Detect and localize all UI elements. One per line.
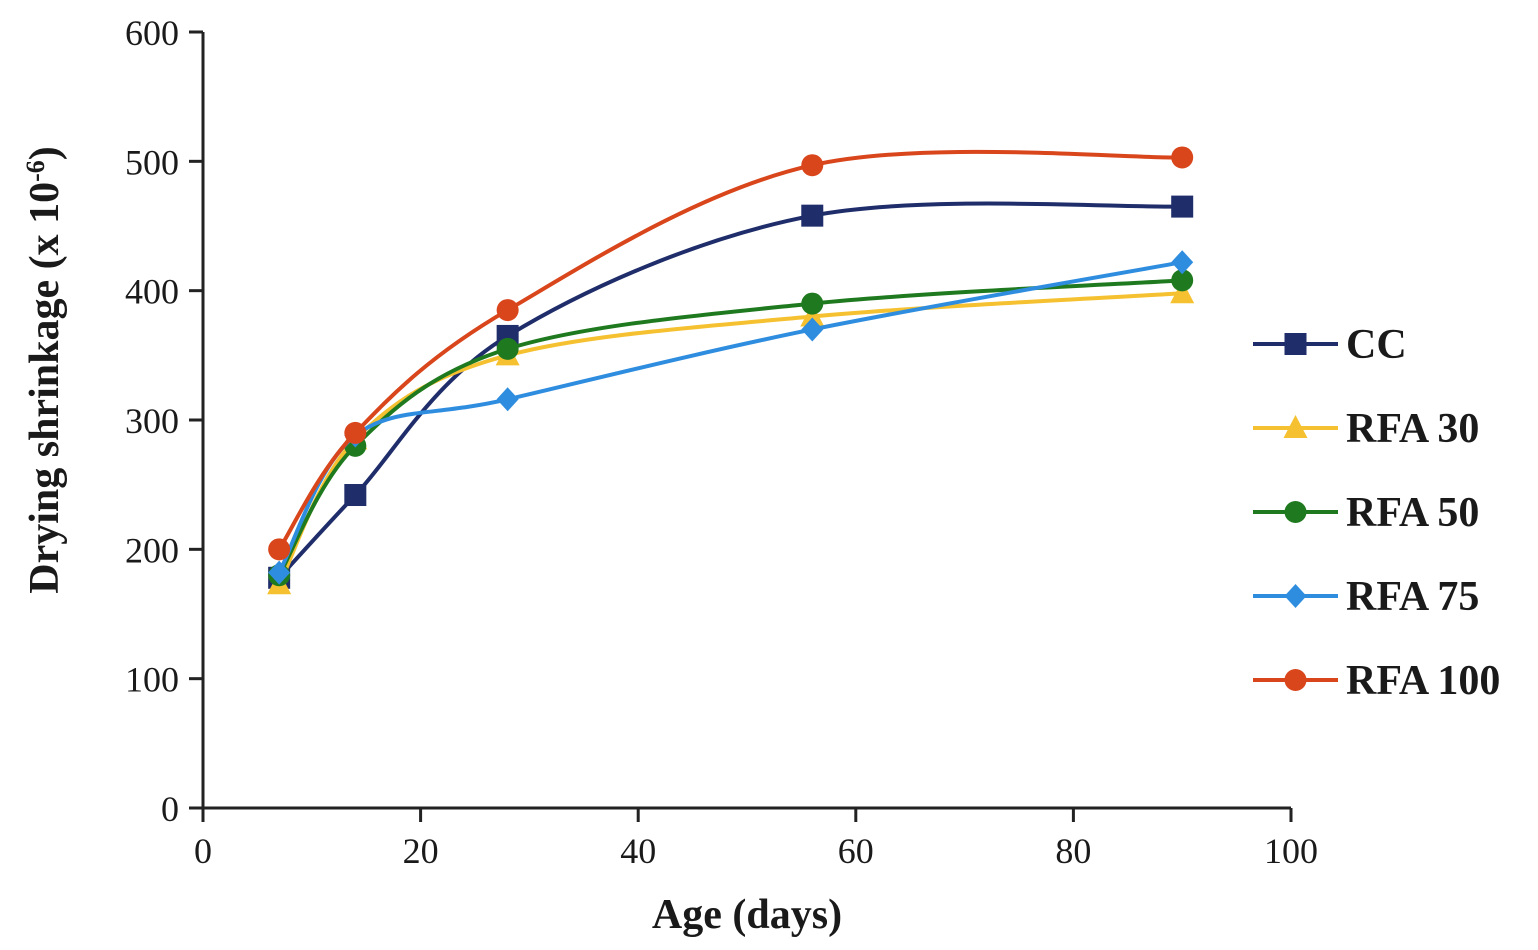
legend-item-rfa-50: RFA 50 [1253,490,1479,536]
legend-item-cc: CC [1253,322,1407,368]
y-tick-label: 300 [125,401,179,441]
data-point-rfa-50 [496,337,519,360]
data-point-rfa-75 [801,317,824,342]
series-line-rfa-50 [277,278,1185,578]
y-tick-label: 500 [125,142,179,182]
series-line-rfa-100 [277,149,1185,552]
data-point-cc [1171,195,1194,218]
x-tick-label: 20 [403,831,439,871]
legend-item-rfa-75: RFA 75 [1253,574,1479,620]
x-tick-label: 40 [620,831,656,871]
x-tick-label: 80 [1055,831,1091,871]
data-point-rfa-50 [801,292,824,315]
data-point-rfa-100 [1171,146,1194,169]
data-point-rfa-100 [496,299,519,322]
legend-marker-rfa-50 [1284,501,1307,523]
data-point-rfa-100 [268,538,291,561]
x-axis-title: Age (days) [652,892,842,938]
data-point-rfa-50 [1171,269,1194,292]
series-line-rfa-75 [277,260,1185,575]
series-rfa-30 [267,280,1195,595]
data-point-rfa-75 [1171,250,1194,275]
legend-item-rfa-100: RFA 100 [1253,658,1500,704]
legend-item-rfa-30: RFA 30 [1253,406,1479,452]
legend-label-cc: CC [1346,322,1407,368]
legend-marker-cc [1284,333,1307,355]
legend-marker-rfa-100 [1284,669,1307,691]
y-tick-label: 400 [125,272,179,312]
series-rfa-100 [268,146,1194,561]
x-tick-label: 100 [1264,831,1318,871]
data-point-rfa-30 [800,303,825,327]
data-point-rfa-100 [344,421,367,444]
data-point-rfa-75 [496,387,519,412]
y-tick-label: 600 [125,13,179,53]
data-point-rfa-75 [268,560,291,585]
y-tick-label: 100 [125,660,179,700]
y-tick-label: 200 [125,530,179,570]
legend-label-rfa-30: RFA 30 [1346,406,1479,452]
legend-label-rfa-100: RFA 100 [1346,658,1500,704]
y-axis-title-main: Drying shrinkage (x 10 [22,182,68,594]
legend-label-rfa-50: RFA 50 [1346,490,1479,536]
y-axis-title-superscript: -6 [21,160,50,182]
data-point-rfa-30 [1170,280,1195,304]
legend: CC RFA 30 RFA 50 RFA 75 RFA 100 [1253,322,1500,704]
series-group [267,146,1195,595]
data-point-rfa-100 [801,154,824,177]
series-cc [268,195,1194,589]
y-tick-label: 0 [161,789,179,829]
x-tick-label: 0 [194,831,212,871]
x-tick-label: 60 [838,831,874,871]
series-line-rfa-30 [277,291,1185,587]
data-point-cc [344,484,367,507]
legend-label-rfa-75: RFA 75 [1346,574,1479,620]
legend-marker-rfa-30 [1283,415,1308,438]
y-axis-title: Drying shrinkage (x 10-6) [21,146,69,594]
y-axis-title-suffix: ) [22,146,68,160]
legend-marker-rfa-75 [1284,584,1307,608]
axes: 0 100 200 300 400 500 600 0 20 40 60 80 100 [125,13,1318,871]
data-point-cc [801,204,824,227]
